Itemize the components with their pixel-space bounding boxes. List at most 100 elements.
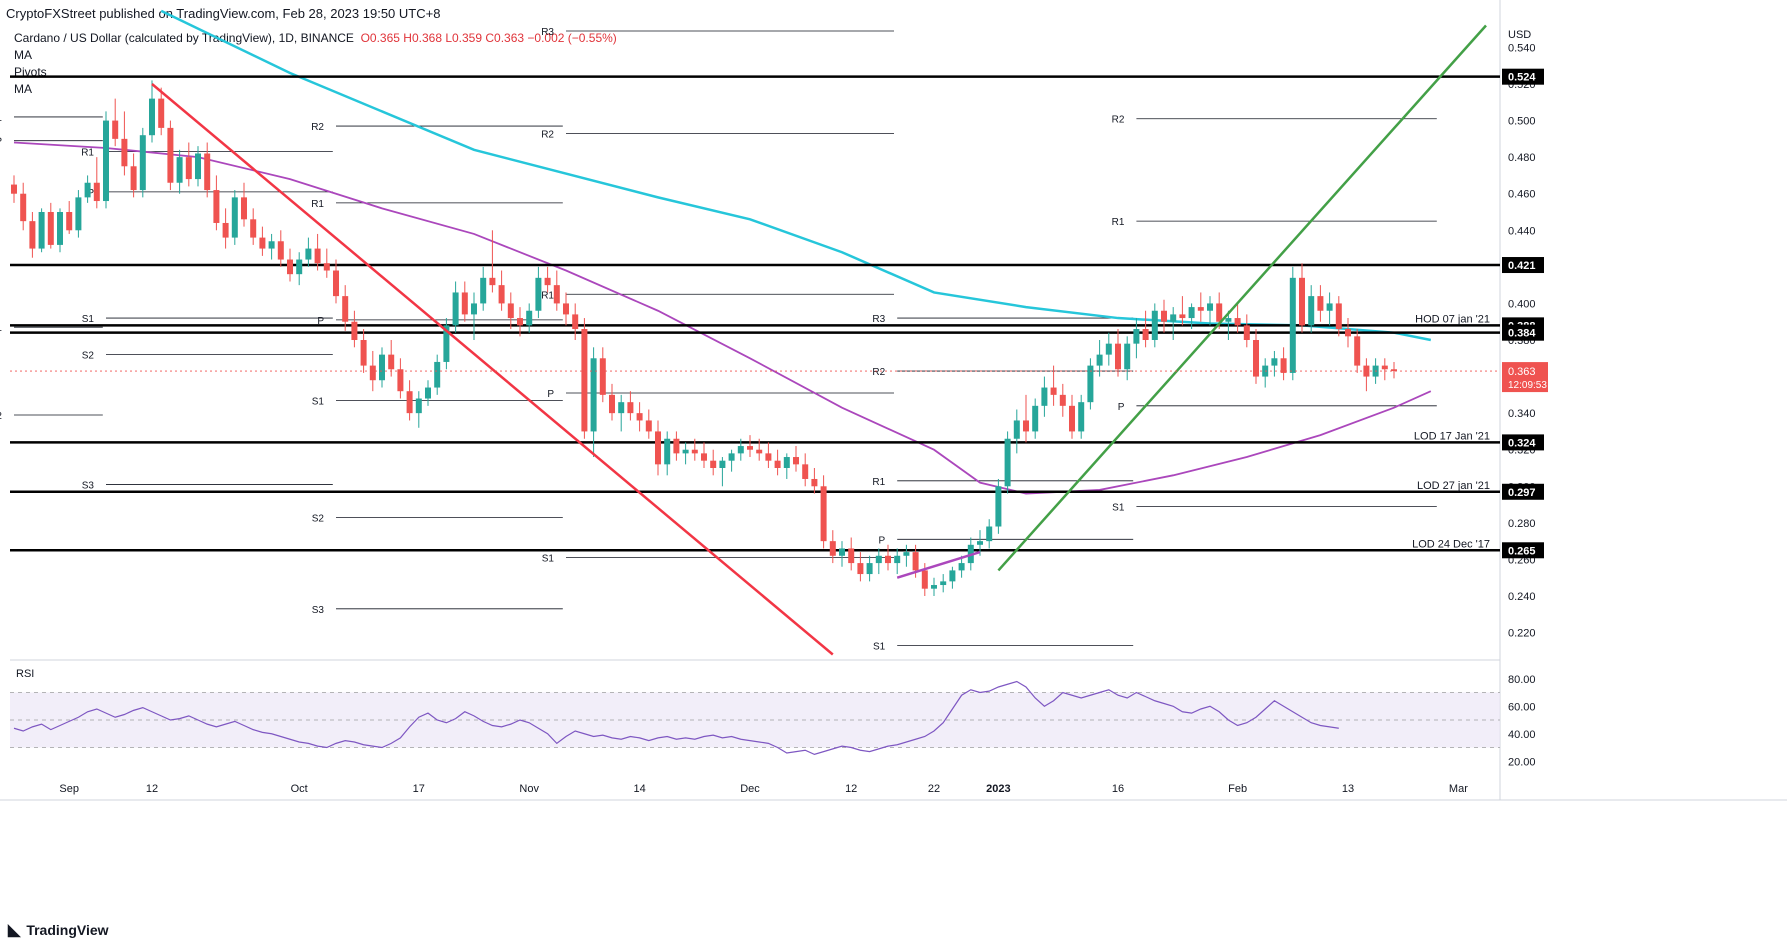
candle-body-113: [1050, 387, 1057, 395]
price-tick-3: 0.480: [1508, 152, 1536, 164]
candle-body-26: [250, 219, 257, 238]
candle-body-102: [949, 570, 956, 582]
candle-body-67: [627, 402, 634, 414]
candle-body-107: [995, 486, 1002, 527]
candle-body-55: [517, 318, 523, 326]
key-level-badge-1: [1502, 257, 1544, 274]
key-level-badge-5: [1502, 483, 1544, 500]
tradingview-logo-icon: ◣: [8, 922, 21, 939]
legend-indicator-ma-2[interactable]: MA: [14, 82, 32, 96]
candle-body-141: [1308, 296, 1315, 326]
candle-body-3: [38, 212, 45, 249]
price-tick-11: 0.280: [1508, 518, 1536, 530]
candle-body-74: [691, 449, 698, 454]
candle-body-53: [498, 285, 505, 304]
legend-symbol: Cardano / US Dollar (calculated by Tradi…: [14, 31, 354, 45]
candle-body-54: [507, 303, 514, 319]
pivot-label-Jan-R2: R2: [872, 367, 885, 378]
candle-body-37: [351, 321, 358, 340]
candle-body-1: [20, 193, 27, 222]
candle-body-143: [1326, 303, 1333, 311]
rsi-tick-0: 80.00: [1508, 674, 1536, 686]
candle-body-118: [1096, 354, 1103, 366]
tradingview-logo[interactable]: ◣ TradingView: [8, 920, 109, 940]
time-label-7: 12: [845, 783, 857, 795]
candle-body-12: [121, 138, 128, 167]
candle-body-29: [277, 241, 284, 260]
candle-body-65: [609, 394, 615, 414]
candle-body-121: [1124, 343, 1131, 370]
candle-body-89: [829, 541, 836, 556]
pivot-label-Oct-R1: R1: [81, 148, 94, 159]
time-label-13: Mar: [1449, 783, 1468, 795]
candle-body-38: [360, 340, 367, 366]
legend-symbol-row: Cardano / US Dollar (calculated by Tradi…: [14, 30, 617, 47]
pivot-label-Dec-R1: R1: [541, 290, 554, 301]
candle-body-133: [1234, 318, 1241, 326]
candle-body-119: [1105, 343, 1112, 355]
candle-body-35: [333, 270, 339, 297]
candle-body-145: [1345, 329, 1351, 337]
candle-body-50: [471, 303, 477, 315]
pivot-label-Sep-P: P: [0, 137, 2, 148]
candle-body-45: [425, 387, 431, 399]
candle-body-71: [664, 438, 671, 465]
candle-body-122: [1133, 329, 1140, 344]
time-label-1: 12: [146, 783, 158, 795]
moving-average-fast: [13, 141, 1432, 495]
candle-body-117: [1087, 365, 1094, 403]
time-label-3: 17: [413, 783, 425, 795]
candle-body-49: [461, 292, 468, 315]
candle-body-108: [1004, 438, 1011, 487]
key-level-label-6: 0.265: [1508, 545, 1536, 557]
candle-body-98: [912, 552, 919, 571]
candle-body-19: [185, 157, 192, 180]
candle-body-47: [443, 325, 450, 362]
candle-body-21: [204, 153, 211, 191]
candle-body-40: [379, 354, 385, 381]
candle-body-116: [1078, 402, 1085, 432]
candle-body-14: [139, 135, 146, 191]
pivot-label-Jan-P: P: [879, 535, 886, 546]
key-level-note-5: LOD 27 jan '21: [1417, 480, 1490, 492]
candle-body-86: [802, 464, 809, 479]
candle-body-92: [857, 563, 864, 575]
candle-body-95: [885, 555, 891, 564]
pivot-label-Feb-R2: R2: [1112, 115, 1125, 126]
price-tick-14: 0.220: [1508, 628, 1536, 640]
time-label-11: Feb: [1228, 783, 1247, 795]
pivot-label-Dec-R2: R2: [541, 129, 554, 140]
candle-body-46: [434, 361, 441, 388]
candle-body-146: [1354, 336, 1361, 366]
candle-body-94: [875, 555, 882, 564]
candle-body-112: [1041, 387, 1048, 406]
price-axis-unit: USD: [1508, 29, 1531, 41]
key-level-label-0: 0.524: [1508, 72, 1536, 84]
candle-body-59: [553, 285, 560, 304]
candle-body-24: [231, 197, 238, 238]
rsi-tick-1: 60.00: [1508, 701, 1536, 713]
candle-body-149: [1381, 365, 1388, 370]
legend-indicator-ma[interactable]: MA: [14, 48, 32, 62]
candle-body-9: [93, 182, 100, 202]
key-level-badge-3: [1502, 324, 1544, 341]
pivot-label-Sep-S1: S1: [0, 323, 2, 334]
candle-body-109: [1013, 420, 1020, 439]
candle-body-84: [783, 457, 790, 468]
candle-body-114: [1059, 394, 1066, 406]
candle-body-144: [1335, 303, 1342, 330]
candle-body-80: [747, 446, 753, 450]
candle-body-115: [1069, 405, 1075, 432]
candle-body-135: [1253, 340, 1259, 377]
pivot-label-Nov-S2: S2: [312, 513, 325, 524]
pivot-label-Jan-R3: R3: [872, 314, 885, 325]
key-level-label-5: 0.297: [1508, 487, 1536, 499]
candle-body-72: [673, 438, 680, 454]
pivot-label-Dec-R3: R3: [541, 27, 554, 38]
pivot-label-Dec-P: P: [547, 389, 554, 400]
candle-body-2: [29, 221, 36, 249]
candle-body-77: [719, 460, 726, 468]
current-price-label: 0.363: [1508, 366, 1536, 378]
candle-body-44: [415, 398, 422, 414]
